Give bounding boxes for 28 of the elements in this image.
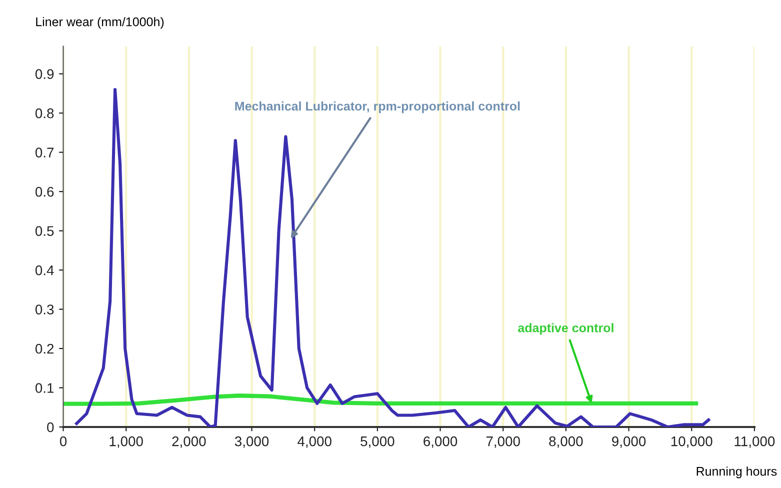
x-tick-label: 8,000: [549, 436, 583, 448]
x-tick-label: 7,000: [486, 436, 520, 448]
x-axis-title: Running hours: [696, 466, 777, 478]
y-tick-label: 0.1: [35, 383, 54, 393]
y-tick-label: 0: [47, 422, 54, 432]
x-tick-label: 10,000: [671, 436, 712, 448]
x-tick-label: 1,000: [110, 436, 143, 448]
y-tick-label: 0.6: [35, 186, 54, 197]
x-tick-label: 3,000: [234, 436, 269, 448]
y-tick-label: 0.5: [35, 226, 54, 236]
y-tick-label: 0.2: [35, 344, 54, 354]
y-tick-label: 0.4: [35, 265, 54, 276]
y-axis-title: Liner wear (mm/1000h): [36, 17, 164, 29]
y-tick-label: 0.3: [35, 304, 54, 314]
x-tick-label: 0: [60, 436, 67, 446]
annotation: Mechanical Lubricator, rpm-proportional control: [235, 101, 520, 114]
line-series: [75, 88, 710, 427]
x-tick-label: 11,000: [734, 436, 775, 448]
y-tick-label: 0.9: [35, 69, 54, 79]
x-tick-label: 6,000: [424, 436, 458, 448]
x-tick-label: 5,000: [360, 436, 394, 448]
x-tick-label: 9,000: [612, 436, 646, 448]
x-tick-label: 4,000: [298, 436, 332, 448]
line-series: [63, 394, 698, 406]
annotation: adaptive control: [518, 323, 614, 335]
y-tick-label: 0.7: [35, 148, 54, 158]
y-tick-label: 0.8: [35, 108, 54, 118]
x-tick-label: 2,000: [172, 436, 206, 448]
